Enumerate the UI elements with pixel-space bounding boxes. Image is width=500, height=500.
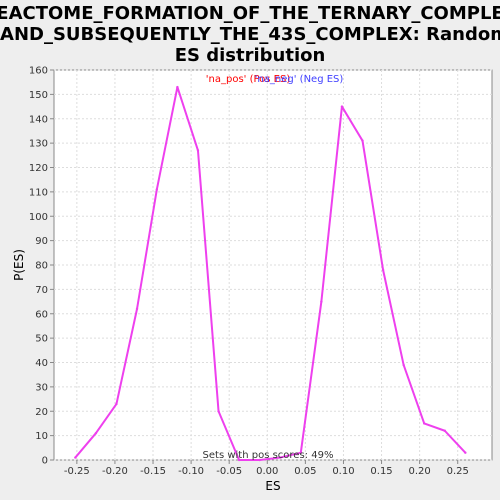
data-point xyxy=(423,422,426,425)
y-tick-label: 30 xyxy=(35,382,48,393)
x-tick-label: -0.20 xyxy=(102,466,128,477)
y-tick-label: 160 xyxy=(29,66,48,77)
y-axis-label: P(ES) xyxy=(12,249,26,281)
chart-title-line-1: REACTOME_FORMATION_OF_THE_TERNARY_COMPLE… xyxy=(0,3,500,24)
pos-scores-annotation: Sets with pos scores: 49% xyxy=(203,450,334,461)
data-point xyxy=(155,188,159,191)
x-tick-label: -0.05 xyxy=(216,466,242,477)
chart-title-line-3: ES distribution xyxy=(175,45,326,66)
y-tick-label: 20 xyxy=(35,407,48,418)
data-point xyxy=(464,451,467,454)
legend-entry-pos: 'na_pos' (Pos ES) xyxy=(206,74,291,85)
y-tick-label: 70 xyxy=(35,285,48,296)
chart-title: REACTOME_FORMATION_OF_THE_TERNARY_COMPLE… xyxy=(0,3,500,66)
y-tick-label: 150 xyxy=(29,90,48,101)
x-tick-label: -0.10 xyxy=(178,466,204,477)
data-point xyxy=(361,139,364,142)
y-tick-label: 60 xyxy=(35,309,48,320)
data-point xyxy=(258,458,261,462)
data-point xyxy=(176,85,179,89)
y-tick-label: 50 xyxy=(35,334,48,345)
data-point xyxy=(340,105,344,108)
x-axis-ticks: -0.25 -0.20 -0.15 -0.10 -0.05 0.00 0.05 0.10 0.1… xyxy=(64,460,469,477)
y-tick-label: 10 xyxy=(35,431,48,442)
series-lines xyxy=(74,85,467,462)
y-tick-label: 80 xyxy=(35,261,48,272)
legend-entry-neg: 'na_neg' (Neg ES) xyxy=(255,74,344,85)
data-point xyxy=(115,402,118,406)
chart-title-line-2: _AND_SUBSEQUENTLY_THE_43S_COMPLEX: Rando… xyxy=(0,24,500,45)
data-point xyxy=(381,268,385,272)
y-tick-label: 110 xyxy=(29,187,48,198)
y-tick-label: 140 xyxy=(29,114,48,125)
data-point xyxy=(217,410,220,413)
data-point xyxy=(74,456,77,459)
data-point xyxy=(279,456,282,459)
data-point xyxy=(237,458,241,462)
x-tick-label: 0.10 xyxy=(332,466,354,477)
y-tick-label: 100 xyxy=(29,212,48,223)
data-point xyxy=(135,307,139,311)
es-distribution-line xyxy=(74,86,467,461)
y-axis-ticks: 0 10 20 30 40 50 60 70 80 90 100 110 120 130 140 150 160 xyxy=(29,66,54,467)
data-point xyxy=(196,149,200,152)
y-tick-label: 0 xyxy=(42,456,48,467)
x-axis-label: ES xyxy=(265,479,280,493)
x-tick-label: -0.15 xyxy=(140,466,166,477)
data-point xyxy=(320,300,323,303)
x-tick-label: 0.15 xyxy=(370,466,392,477)
x-tick-label: -0.25 xyxy=(64,466,90,477)
data-point xyxy=(443,429,446,432)
x-tick-label: 0.05 xyxy=(294,466,316,477)
data-point xyxy=(299,451,303,454)
x-tick-label: 0.00 xyxy=(256,466,278,477)
y-tick-label: 90 xyxy=(35,236,48,247)
y-tick-label: 40 xyxy=(35,358,48,369)
data-point xyxy=(402,363,405,367)
data-point xyxy=(94,431,98,435)
y-tick-label: 130 xyxy=(29,139,48,150)
y-tick-label: 120 xyxy=(29,163,48,174)
x-tick-label: 0.20 xyxy=(409,466,431,477)
x-tick-label: 0.25 xyxy=(447,466,469,477)
